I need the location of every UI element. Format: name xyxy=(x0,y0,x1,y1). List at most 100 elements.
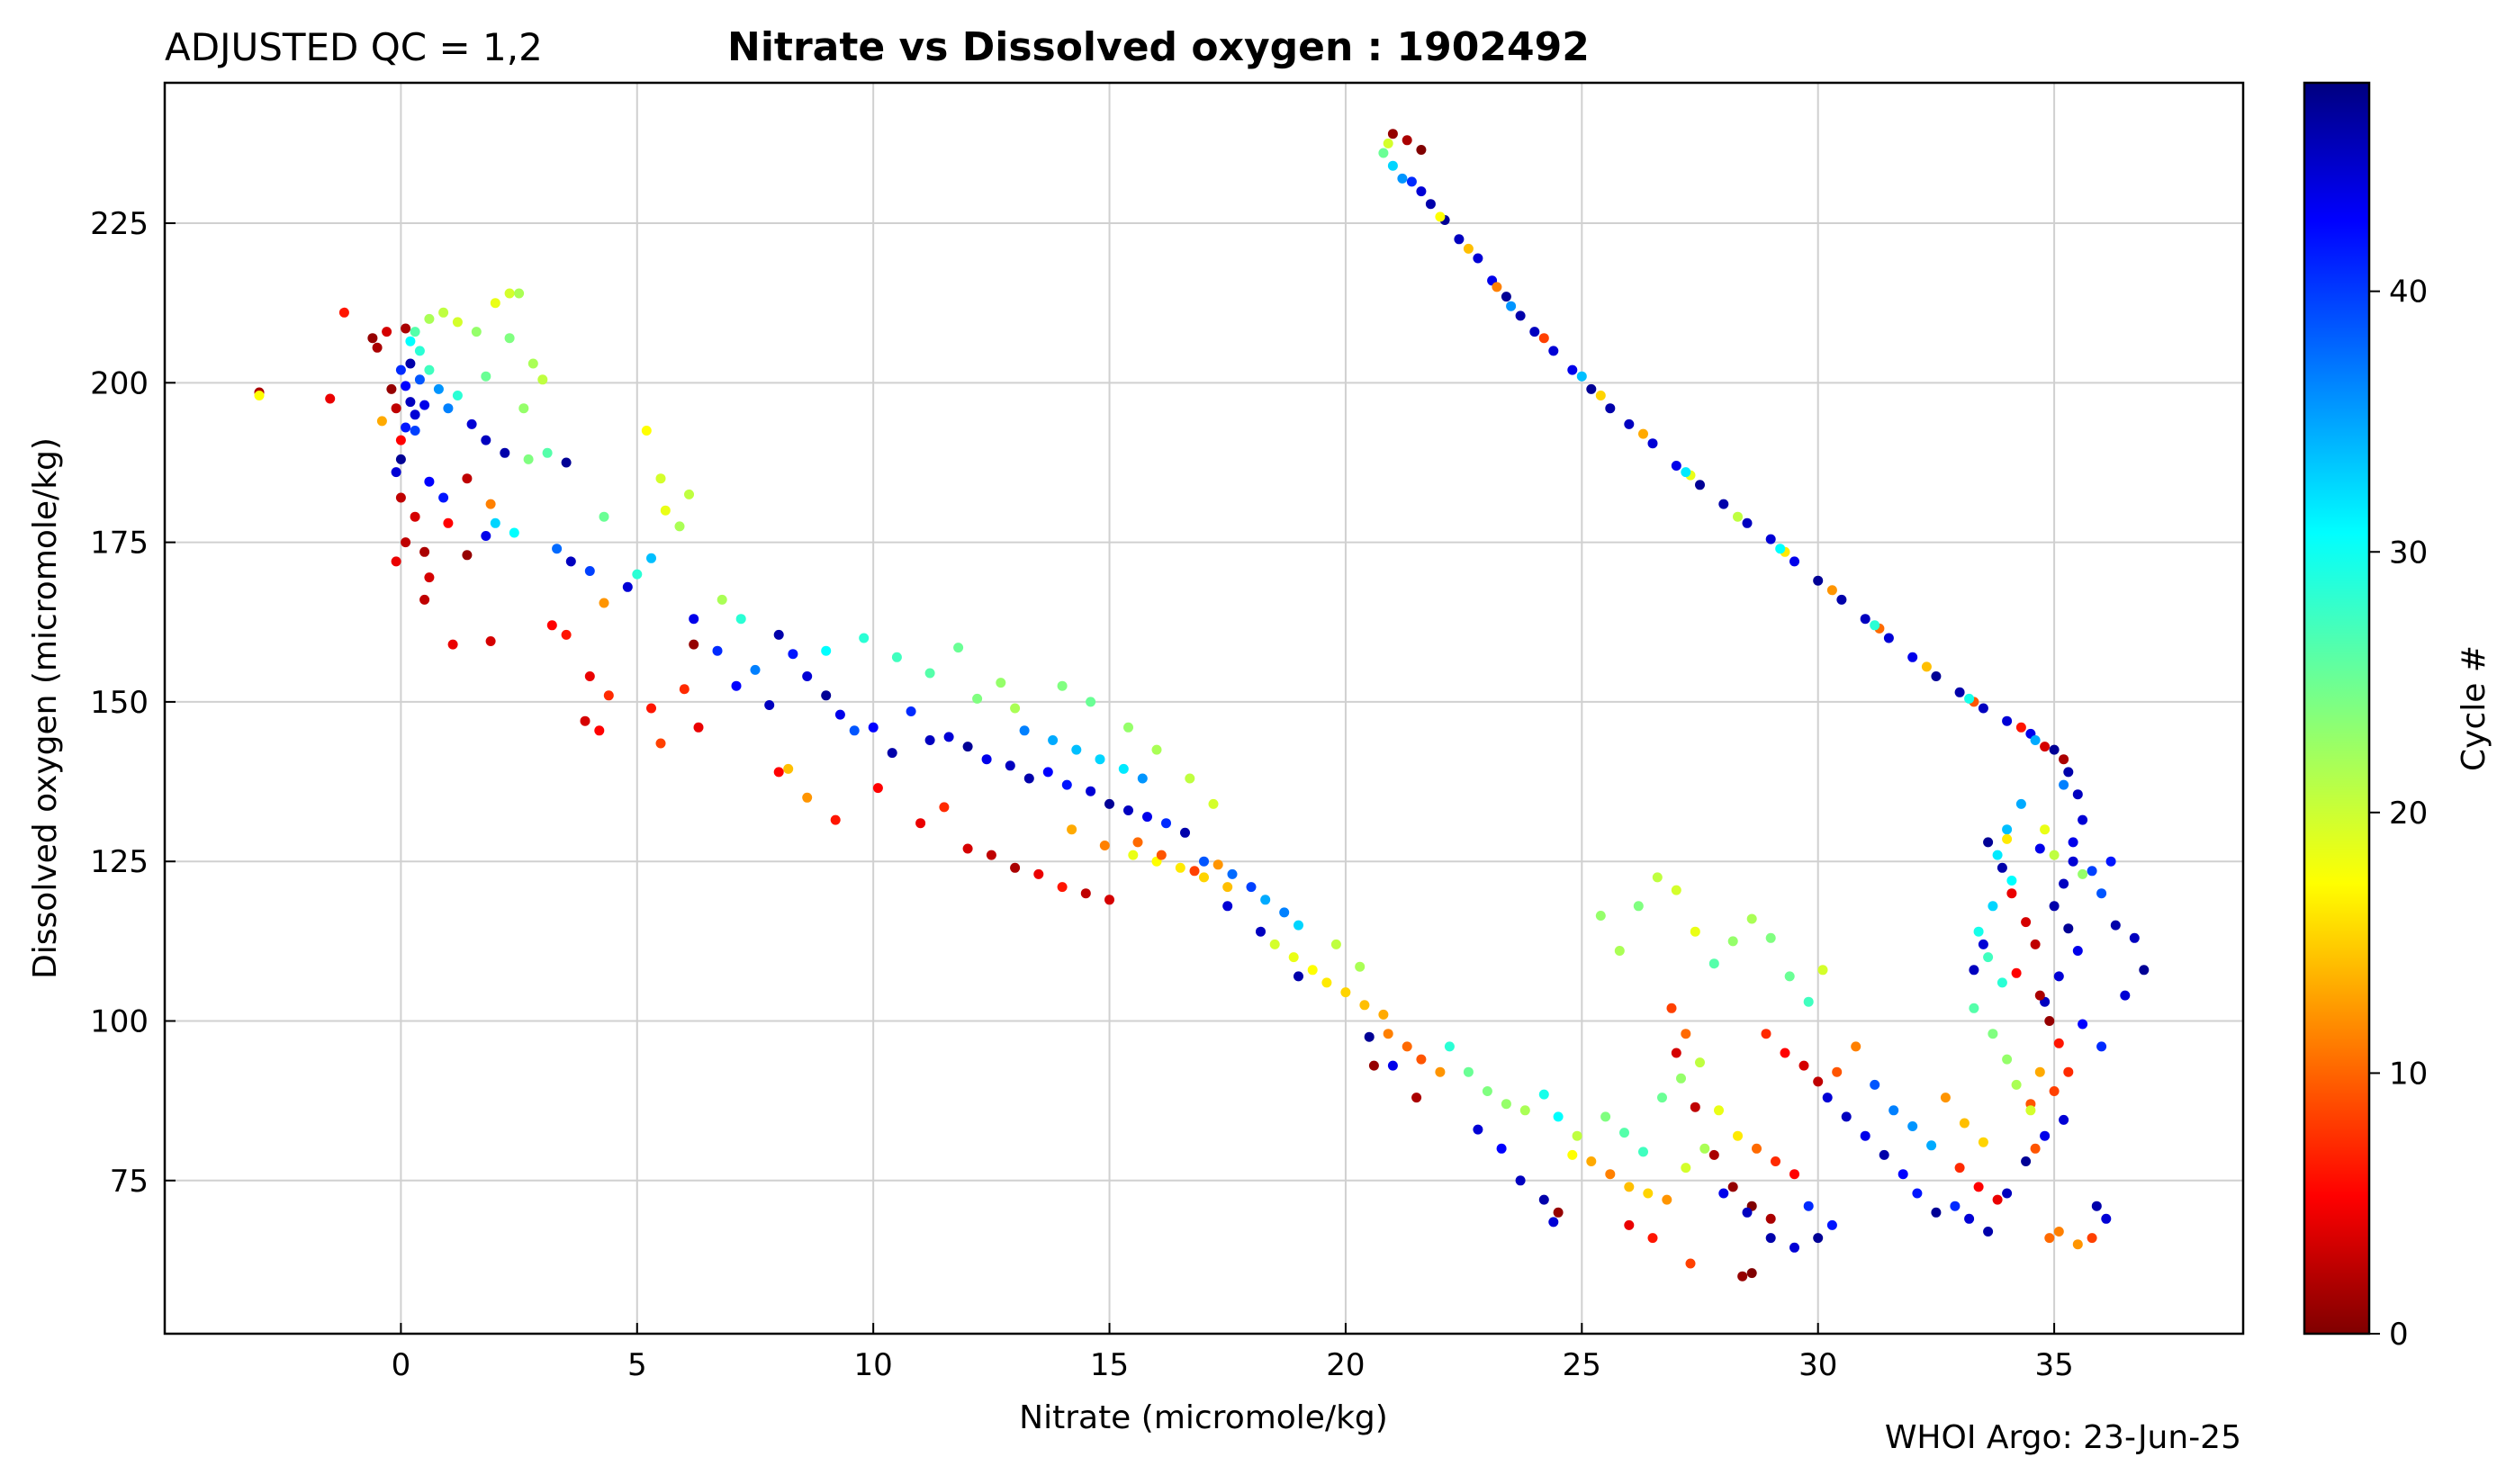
data-point xyxy=(1662,1194,1672,1205)
data-point xyxy=(2030,735,2041,745)
data-point xyxy=(1978,1137,1988,1147)
data-point xyxy=(1997,977,2007,988)
data-point xyxy=(466,418,477,429)
data-point xyxy=(646,703,656,714)
data-point xyxy=(424,572,435,583)
data-point xyxy=(1454,234,1465,245)
data-point xyxy=(1746,913,1757,924)
data-point xyxy=(376,416,387,427)
data-point xyxy=(2049,744,2060,755)
data-point xyxy=(1387,129,1398,139)
colorbar-tick-label: 20 xyxy=(2389,796,2428,832)
data-point xyxy=(1771,1156,1780,1166)
data-point xyxy=(674,521,685,532)
data-point xyxy=(1784,971,1795,982)
data-point xyxy=(1671,885,1681,895)
data-point xyxy=(490,298,500,309)
data-point xyxy=(504,288,515,299)
data-point xyxy=(1978,939,1988,949)
data-point xyxy=(1832,1066,1843,1077)
data-point xyxy=(1889,1105,1899,1116)
data-point xyxy=(1128,850,1139,860)
data-point xyxy=(2068,837,2078,848)
data-point xyxy=(641,426,652,436)
data-point xyxy=(1061,779,1072,790)
data-point xyxy=(2040,824,2051,835)
data-point xyxy=(395,435,406,445)
data-point xyxy=(773,629,784,640)
data-point xyxy=(735,614,746,625)
data-point xyxy=(1067,824,1077,835)
data-point xyxy=(1383,1029,1393,1039)
data-point xyxy=(1519,1105,1530,1116)
data-point xyxy=(1506,301,1517,311)
data-point xyxy=(1826,1219,1837,1230)
x-tick-label: 5 xyxy=(627,1347,647,1383)
data-point xyxy=(1576,371,1587,382)
data-point xyxy=(414,374,425,385)
data-point xyxy=(490,517,500,528)
data-point xyxy=(1765,1233,1776,1244)
data-point xyxy=(1548,1217,1559,1228)
data-point xyxy=(1307,965,1318,976)
data-point xyxy=(410,511,420,522)
data-point xyxy=(1860,1130,1870,1141)
data-point xyxy=(1997,862,2007,873)
data-point xyxy=(382,327,392,337)
x-tick-label: 10 xyxy=(854,1347,893,1383)
data-point xyxy=(1463,1066,1474,1077)
data-point xyxy=(1515,1175,1526,1186)
data-point xyxy=(603,690,614,701)
data-point xyxy=(546,620,557,631)
data-point xyxy=(1023,773,1034,784)
data-point xyxy=(1822,1093,1833,1103)
data-point xyxy=(2078,868,2088,879)
data-point xyxy=(1883,633,1894,643)
data-point xyxy=(1624,1219,1635,1230)
data-point xyxy=(401,381,411,391)
data-point xyxy=(419,400,430,410)
data-point xyxy=(1515,310,1526,321)
data-point xyxy=(1798,1060,1809,1071)
data-point xyxy=(2129,932,2140,943)
data-point xyxy=(821,645,832,656)
data-point xyxy=(424,476,435,487)
y-tick-label: 150 xyxy=(90,685,149,721)
data-point xyxy=(2059,779,2069,790)
data-point xyxy=(1851,1041,1861,1052)
data-point xyxy=(1969,965,1979,976)
data-point xyxy=(1123,805,1133,815)
data-point xyxy=(887,748,897,759)
data-point xyxy=(1132,837,1143,848)
data-point xyxy=(1567,1149,1578,1160)
data-point xyxy=(1416,1054,1427,1065)
data-point xyxy=(2025,1105,2036,1116)
data-point xyxy=(1789,1169,1799,1180)
y-axis-label: Dissolved oxygen (micromole/kg) xyxy=(27,437,64,979)
y-tick-label: 125 xyxy=(90,844,149,880)
data-point xyxy=(1288,952,1299,963)
data-point xyxy=(1151,744,1162,755)
data-point xyxy=(750,664,761,675)
data-point xyxy=(1780,1048,1790,1058)
data-point xyxy=(1538,1194,1549,1205)
data-point xyxy=(1595,911,1606,921)
data-point xyxy=(1553,1111,1564,1122)
data-point xyxy=(1978,703,1988,714)
data-point xyxy=(1048,735,1059,745)
data-point xyxy=(1605,403,1616,414)
data-point xyxy=(1647,438,1658,449)
data-point xyxy=(2087,866,2097,877)
data-point xyxy=(2078,814,2088,825)
data-point xyxy=(1057,680,1068,691)
data-point xyxy=(2059,754,2069,765)
data-point xyxy=(1803,1201,1814,1211)
data-point xyxy=(1614,946,1625,956)
data-point xyxy=(2072,789,2083,800)
data-point xyxy=(1671,1048,1681,1058)
data-point xyxy=(1954,1163,1965,1174)
data-point xyxy=(1416,145,1427,155)
data-point xyxy=(410,426,420,436)
data-point xyxy=(1690,926,1700,937)
data-point xyxy=(1907,1121,1918,1131)
